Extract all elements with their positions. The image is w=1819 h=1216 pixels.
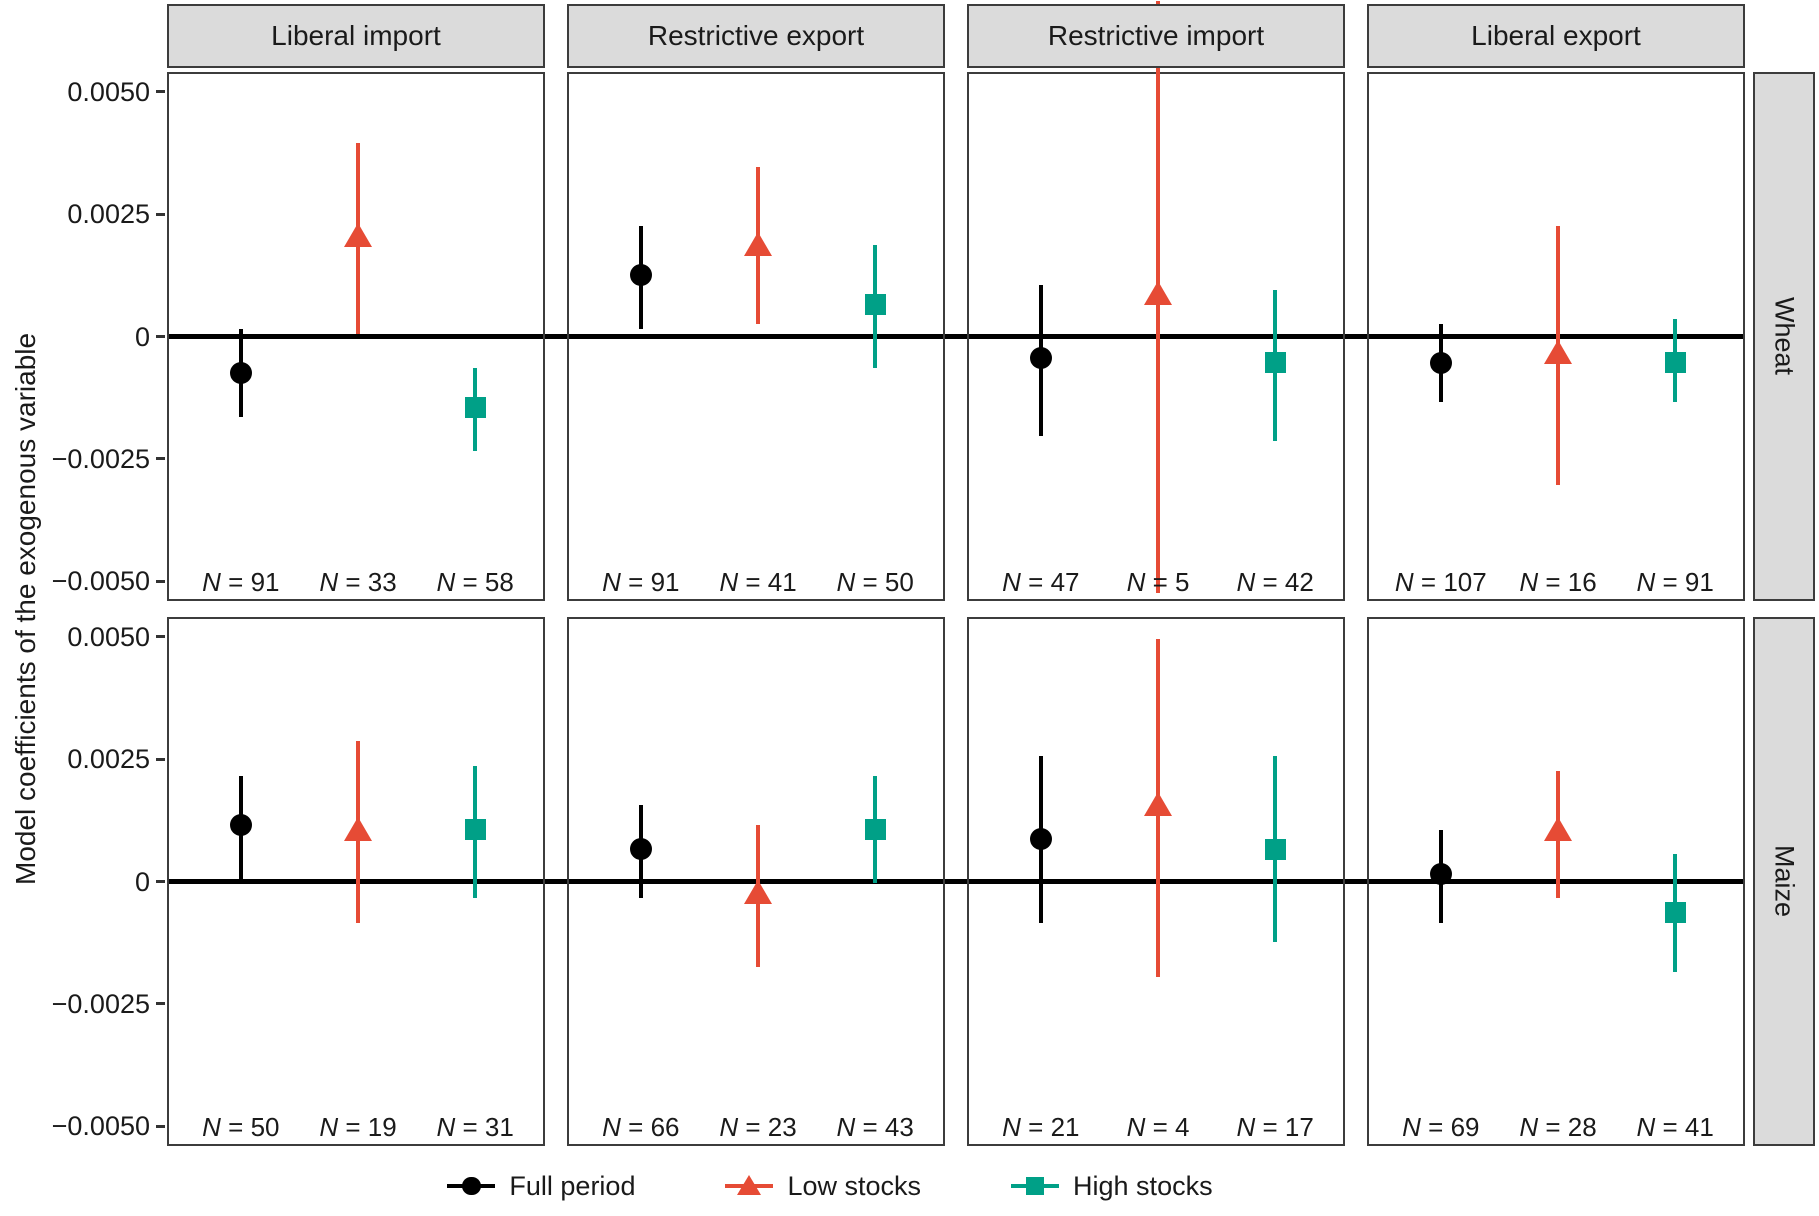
y-tick-mark xyxy=(156,457,165,461)
sample-size-label: N = 58 xyxy=(436,567,514,598)
marker-square-icon xyxy=(864,819,886,841)
sample-size-label: N = 69 xyxy=(1402,1112,1480,1143)
marker-triangle-icon xyxy=(344,222,372,247)
y-tick-label: 0 xyxy=(134,321,150,352)
marker-circle-icon xyxy=(629,838,652,861)
marker-square-icon xyxy=(1664,352,1686,374)
sample-size-label: N = 31 xyxy=(436,1112,514,1143)
sample-size-label: N = 4 xyxy=(1126,1112,1190,1143)
panel-maize-liberal-export: N = 69 N = 28 N = 41 xyxy=(1367,617,1745,1146)
legend-marker-circle xyxy=(447,1171,496,1201)
marker-circle-icon xyxy=(629,263,652,286)
marker-circle-icon xyxy=(1429,351,1452,374)
legend-label: Low stocks xyxy=(787,1170,922,1201)
sample-size-label: N = 5 xyxy=(1126,567,1190,598)
y-tick-mark xyxy=(156,90,165,94)
marker-triangle-icon xyxy=(737,1174,762,1195)
facet-column-header-liberal-export: Liberal export xyxy=(1367,4,1745,68)
facet-row-strip-wheat: Wheat xyxy=(1753,72,1815,601)
marker-circle-icon xyxy=(1029,347,1052,370)
panel-wheat-restrictive-import: N = 47 N = 5 N = 42 xyxy=(967,0,1345,601)
panel-wheat-liberal-export: N = 107 N = 16 N = 91 xyxy=(1367,72,1745,601)
y-tick-label: −0.0025 xyxy=(51,443,150,474)
facet-column-header-restrictive-export: Restrictive export xyxy=(567,4,945,68)
y-tick-label: −0.0050 xyxy=(51,1111,150,1142)
y-tick-mark xyxy=(156,1124,165,1128)
marker-square-icon xyxy=(1264,838,1286,860)
sample-size-label: N = 50 xyxy=(836,567,914,598)
sample-size-label: N = 91 xyxy=(202,567,280,598)
marker-square-icon xyxy=(464,819,486,841)
sample-size-label: N = 47 xyxy=(1002,567,1080,598)
sample-size-label: N = 42 xyxy=(1236,567,1314,598)
sample-size-label: N = 91 xyxy=(1636,567,1714,598)
sample-size-label: N = 41 xyxy=(1636,1112,1714,1143)
marker-triangle-icon xyxy=(344,816,372,841)
marker-circle-icon xyxy=(1429,862,1452,885)
legend-item-low-stocks: Low stocks xyxy=(725,1171,921,1202)
marker-square-icon xyxy=(864,293,886,315)
y-tick-label: −0.0050 xyxy=(51,566,150,597)
y-tick-label: 0.0025 xyxy=(67,744,150,775)
y-tick-mark xyxy=(156,212,165,216)
zero-reference-line xyxy=(167,334,1745,339)
facet-column-header-liberal-import: Liberal import xyxy=(167,4,545,68)
sample-size-label: N = 33 xyxy=(319,567,397,598)
panel-wheat-liberal-import: N = 91 N = 33 N = 58 xyxy=(167,72,545,601)
marker-triangle-icon xyxy=(744,880,772,905)
panel-wheat-restrictive-export: N = 91 N = 41 N = 50 xyxy=(567,72,945,601)
sample-size-label: N = 19 xyxy=(319,1112,397,1143)
marker-circle-icon xyxy=(1029,828,1052,851)
facet-row-strip-maize: Maize xyxy=(1753,617,1815,1146)
legend-label: Full period xyxy=(509,1170,636,1201)
y-tick-mark xyxy=(156,579,165,583)
marker-circle-icon xyxy=(229,361,252,384)
marker-square-icon xyxy=(1026,1176,1045,1196)
sample-size-label: N = 50 xyxy=(202,1112,280,1143)
marker-triangle-icon xyxy=(1544,340,1572,365)
legend-item-full-period: Full period xyxy=(447,1171,635,1202)
legend: Full period Low stocks High stocks xyxy=(0,1160,1660,1212)
marker-square-icon xyxy=(1264,352,1286,374)
sample-size-label: N = 23 xyxy=(719,1112,797,1143)
legend-item-high-stocks: High stocks xyxy=(1011,1171,1213,1202)
y-tick-label: −0.0025 xyxy=(51,988,150,1019)
marker-triangle-icon xyxy=(1544,816,1572,841)
legend-marker-triangle xyxy=(725,1171,774,1201)
legend-label: High stocks xyxy=(1073,1170,1213,1201)
sample-size-label: N = 17 xyxy=(1236,1112,1314,1143)
marker-circle-icon xyxy=(229,813,252,836)
marker-circle-icon xyxy=(461,1176,481,1196)
marker-square-icon xyxy=(464,396,486,418)
sample-size-label: N = 91 xyxy=(602,567,680,598)
y-tick-label: 0.0050 xyxy=(67,621,150,652)
sample-size-label: N = 43 xyxy=(836,1112,914,1143)
sample-size-label: N = 21 xyxy=(1002,1112,1080,1143)
marker-triangle-icon xyxy=(1144,281,1172,306)
sample-size-label: N = 16 xyxy=(1519,567,1597,598)
y-tick-label: 0 xyxy=(134,866,150,897)
y-axis-title: Model coefficients of the exogenous vari… xyxy=(10,332,41,886)
sample-size-label: N = 66 xyxy=(602,1112,680,1143)
marker-triangle-icon xyxy=(1144,792,1172,817)
sample-size-label: N = 41 xyxy=(719,567,797,598)
y-tick-mark xyxy=(156,335,165,338)
sample-size-label: N = 107 xyxy=(1394,567,1487,598)
y-tick-mark xyxy=(156,1002,165,1006)
y-tick-mark xyxy=(156,757,165,761)
y-tick-label: 0.0050 xyxy=(67,76,150,107)
zero-reference-line xyxy=(167,879,1745,884)
panel-maize-liberal-import: N = 50 N = 19 N = 31 xyxy=(167,617,545,1146)
legend-marker-square xyxy=(1011,1171,1060,1201)
sample-size-label: N = 28 xyxy=(1519,1112,1597,1143)
panel-maize-restrictive-export: N = 66 N = 23 N = 43 xyxy=(567,617,945,1146)
y-tick-label: 0.0025 xyxy=(67,199,150,230)
marker-triangle-icon xyxy=(744,232,772,257)
y-tick-mark xyxy=(156,635,165,639)
panel-maize-restrictive-import: N = 21 N = 4 N = 17 xyxy=(967,617,1345,1146)
marker-square-icon xyxy=(1664,902,1686,924)
facet-column-header-restrictive-import: Restrictive import xyxy=(967,4,1345,68)
y-tick-mark xyxy=(156,880,165,883)
